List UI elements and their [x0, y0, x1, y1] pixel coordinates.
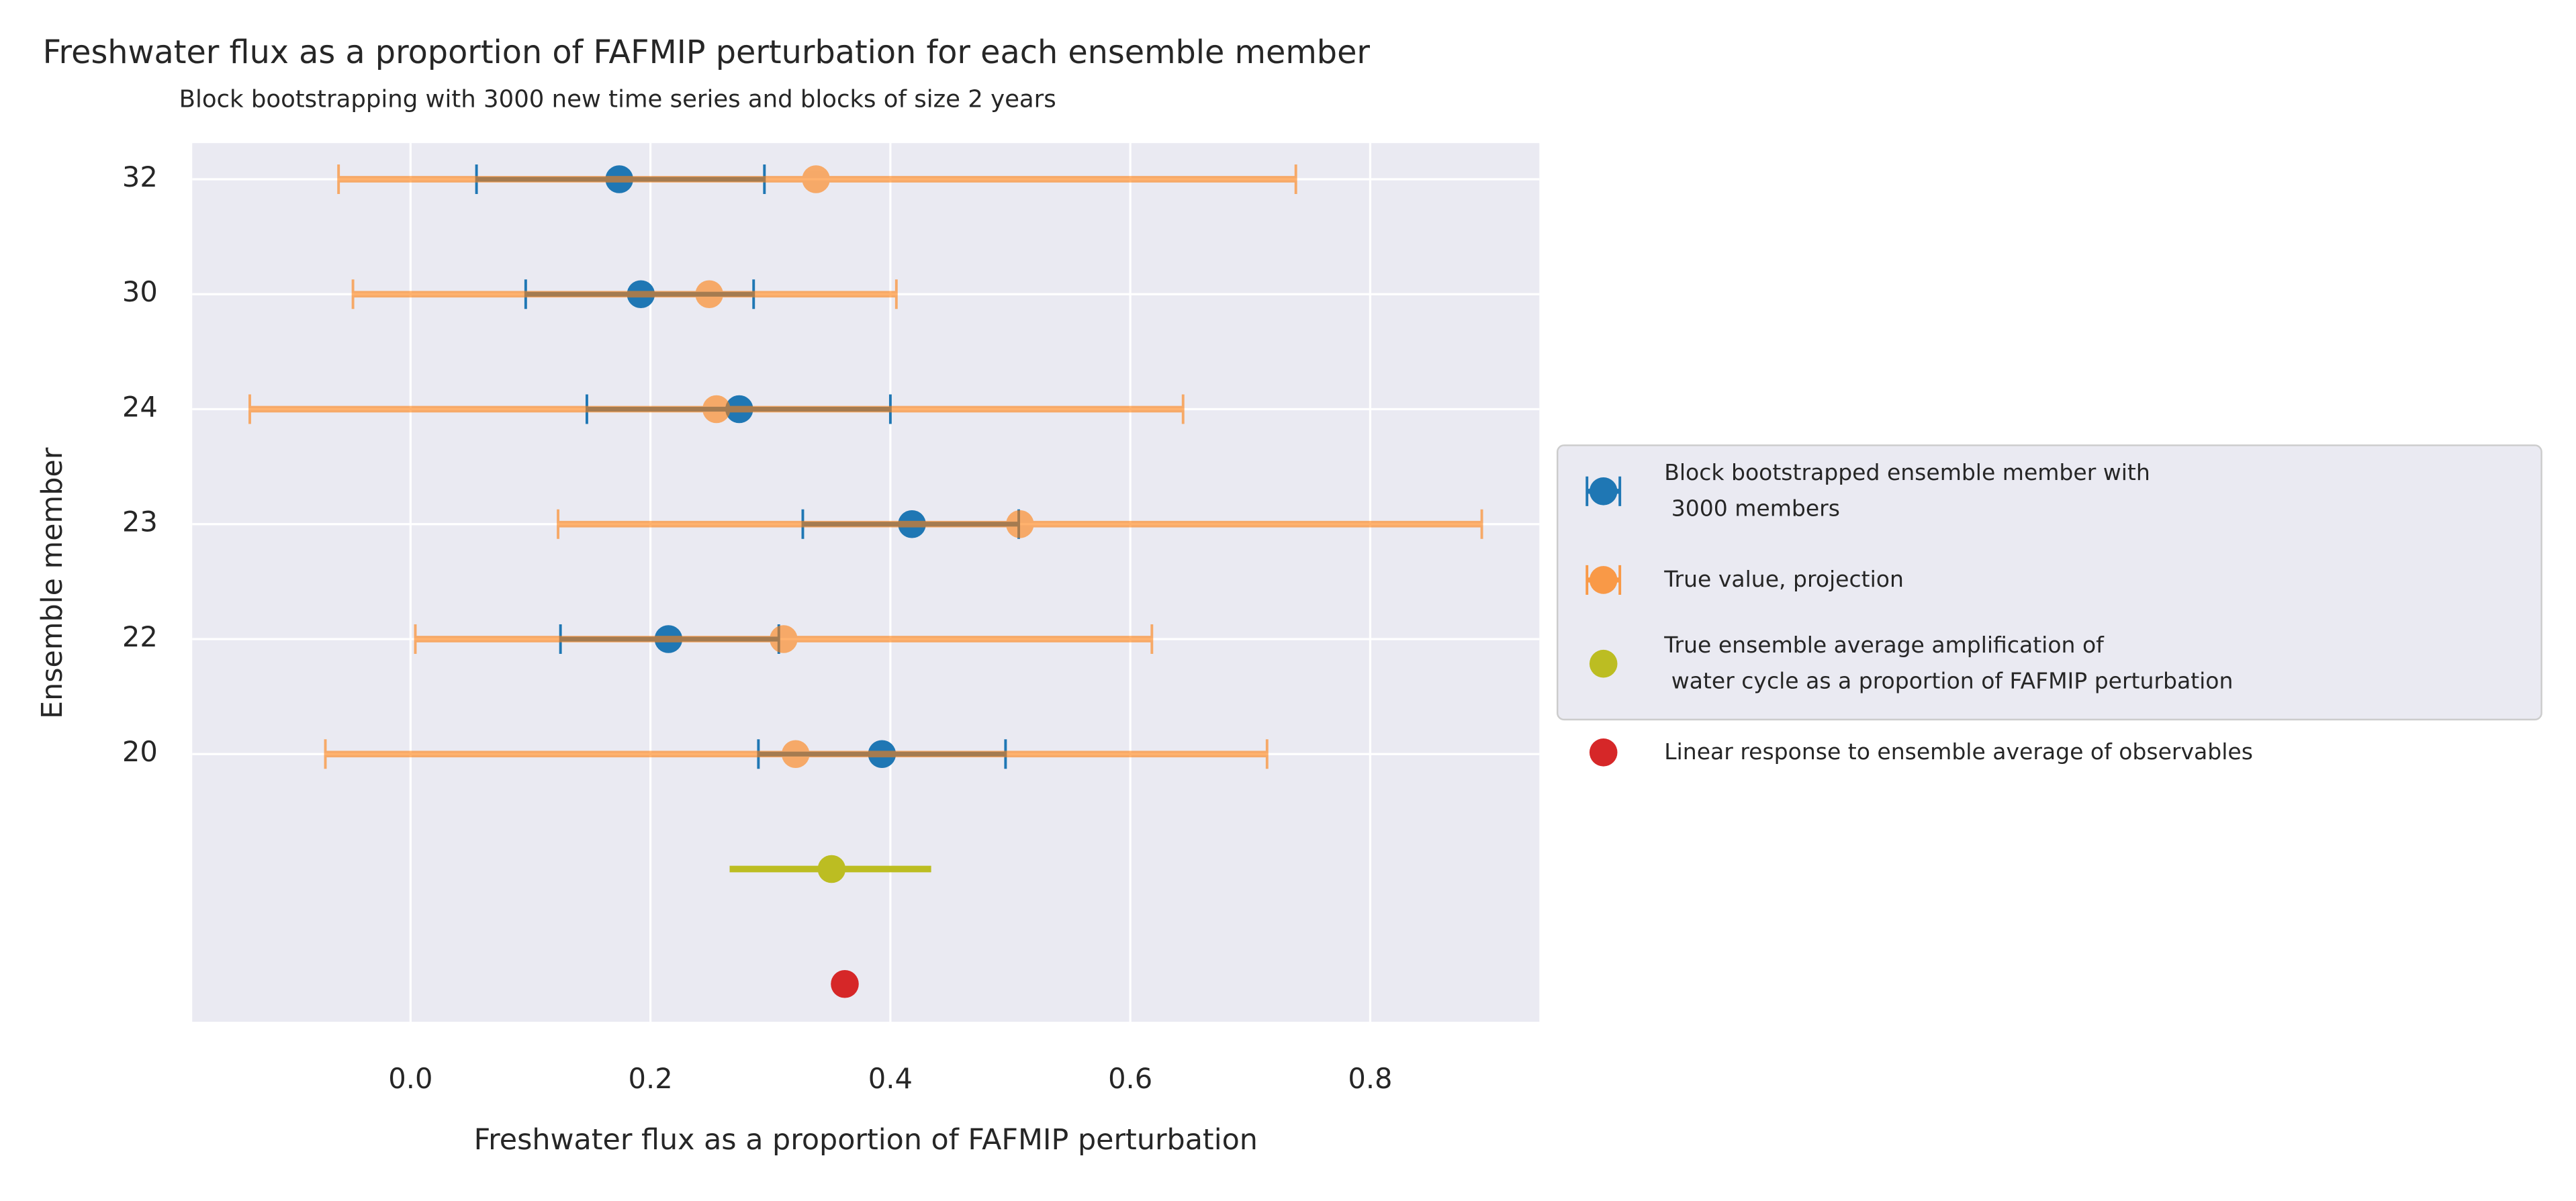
legend-label: True value, projection: [1663, 565, 1904, 591]
chart-title: Freshwater flux as a proportion of FAFMI…: [43, 34, 1371, 71]
legend-item: [1585, 476, 1622, 506]
series: [729, 855, 931, 883]
y-tick-label: 20: [122, 735, 158, 768]
legend-item: [1585, 565, 1622, 595]
y-tick-label: 23: [122, 506, 158, 538]
point: [702, 395, 731, 424]
point: [802, 165, 830, 193]
y-tick-label: 22: [122, 620, 158, 653]
legend-label: Block bootstrapped ensemble member with …: [1664, 459, 2150, 521]
point: [770, 625, 798, 653]
legend-label: Linear response to ensemble average of o…: [1664, 738, 2253, 764]
legend-marker: [1589, 477, 1618, 506]
chart-subtitle: Block bootstrapping with 3000 new time s…: [179, 86, 1056, 113]
legend-label: True ensemble average amplification of w…: [1663, 631, 2233, 693]
legend-marker: [1589, 649, 1618, 678]
legend-marker: [1589, 738, 1618, 767]
x-axis-label: Freshwater flux as a proportion of FAFMI…: [474, 1123, 1258, 1157]
x-tick-label: 0.0: [388, 1062, 432, 1095]
series: [248, 164, 1483, 769]
plot-area: [192, 143, 1540, 1022]
y-axis-label: Ensemble member: [36, 447, 69, 719]
legend-box: [1556, 444, 2542, 721]
legend-item: [1589, 738, 1618, 767]
x-tick-label: 0.4: [868, 1062, 913, 1095]
x-tick-label: 0.8: [1348, 1062, 1392, 1095]
y-tick-label: 24: [122, 390, 158, 423]
series: [831, 969, 859, 998]
point: [1006, 510, 1034, 538]
point: [817, 855, 846, 883]
point: [781, 740, 810, 769]
point: [695, 280, 723, 309]
y-tick-label: 30: [122, 275, 158, 308]
y-tick-label: 32: [122, 160, 158, 193]
x-tick-label: 0.6: [1108, 1062, 1152, 1095]
x-tick-label: 0.2: [629, 1062, 673, 1095]
legend-marker: [1589, 566, 1618, 594]
legend-item: [1589, 649, 1618, 678]
point: [831, 969, 859, 998]
